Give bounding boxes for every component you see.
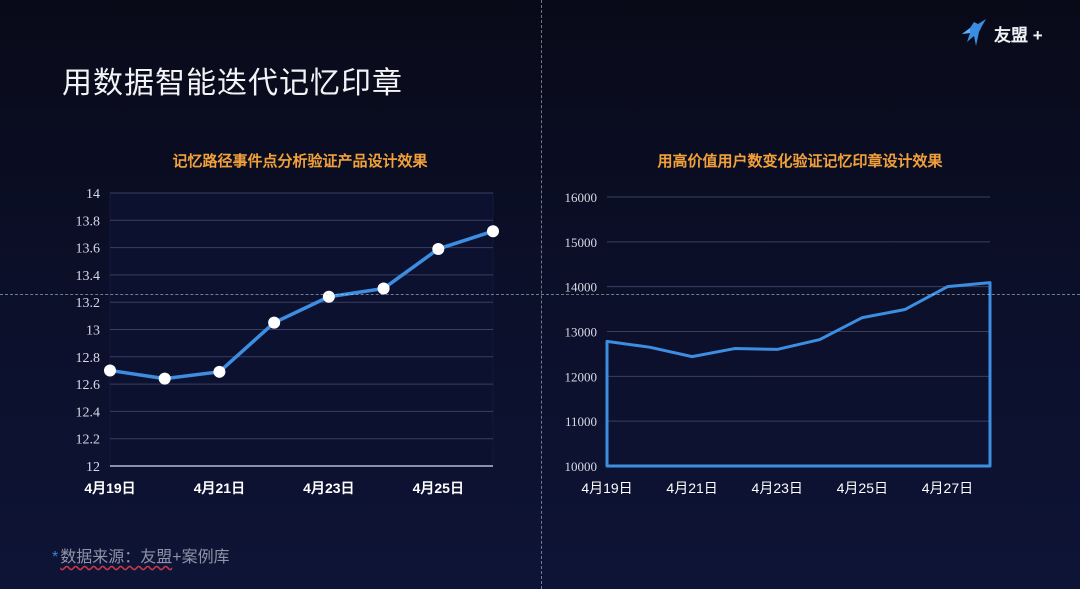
data-point-marker — [158, 372, 171, 385]
horizontal-guide-line — [0, 294, 1080, 295]
data-point-marker — [213, 365, 226, 378]
right-area-chart: 10000 11000 12000 13000 14000 15000 16000 4月19日… — [564, 190, 992, 496]
x-tick-label: 4月19日 — [84, 480, 135, 496]
x-tick-label: 4月25日 — [837, 480, 888, 496]
y-tick-label: 13.8 — [76, 214, 101, 229]
page-title: 用数据智能迭代记忆印章 — [62, 67, 403, 100]
data-source-note: * 数据来源：友盟+案例库 — [52, 543, 230, 567]
series-area — [605, 281, 992, 468]
y-tick-label: 12.2 — [76, 433, 101, 448]
asterisk-icon: * — [52, 549, 59, 566]
y-tick-label: 15000 — [565, 235, 598, 250]
data-point-marker — [104, 364, 116, 377]
source-label: 数据来源：友盟 — [60, 549, 173, 566]
y-tick-label: 13.2 — [76, 296, 101, 311]
x-tick-label: 4月27日 — [922, 480, 973, 496]
brand-logo: 友盟 + — [960, 18, 1043, 48]
y-tick-label: 12.6 — [76, 378, 101, 393]
source-rest: +案例库 — [172, 549, 230, 566]
y-tick-label: 12.8 — [76, 351, 101, 366]
y-tick-label: 13.6 — [76, 242, 101, 257]
youmeng-bird-icon — [962, 19, 986, 46]
y-tick-label: 10000 — [565, 459, 598, 474]
y-tick-label: 13.4 — [76, 269, 101, 284]
logo-text: 友盟 + — [994, 25, 1043, 45]
x-tick-label: 4月19日 — [581, 480, 632, 496]
y-tick-label: 13000 — [565, 325, 598, 340]
data-point-marker — [432, 242, 445, 255]
y-tick-label: 13 — [86, 324, 100, 339]
data-point-marker — [268, 316, 281, 329]
x-tick-label: 4月21日 — [194, 480, 245, 496]
data-point-marker — [377, 282, 390, 295]
y-tick-label: 16000 — [565, 190, 598, 205]
x-tick-label: 4月21日 — [666, 480, 717, 496]
x-tick-label: 4月23日 — [752, 480, 803, 496]
left-chart-title: 记忆路径事件点分析验证产品设计效果 — [172, 153, 428, 170]
right-chart-title: 用高价值用户数变化验证记忆印章设计效果 — [657, 153, 943, 170]
y-tick-label: 12 — [86, 460, 100, 475]
data-point-marker — [487, 225, 499, 238]
y-tick-label: 12.4 — [76, 405, 101, 420]
x-tick-label: 4月25日 — [413, 480, 464, 496]
y-tick-label: 14000 — [565, 280, 598, 295]
data-point-marker — [322, 290, 335, 303]
x-tick-label: 4月23日 — [303, 480, 354, 496]
y-tick-label: 12000 — [565, 369, 598, 384]
series-line — [109, 229, 494, 381]
y-tick-label: 11000 — [565, 414, 597, 429]
left-line-chart: 12 12.2 12.4 12.6 12.8 13 13.2 13.4 13.6 13.8 14 4月… — [76, 187, 499, 496]
y-tick-label: 14 — [86, 187, 100, 202]
